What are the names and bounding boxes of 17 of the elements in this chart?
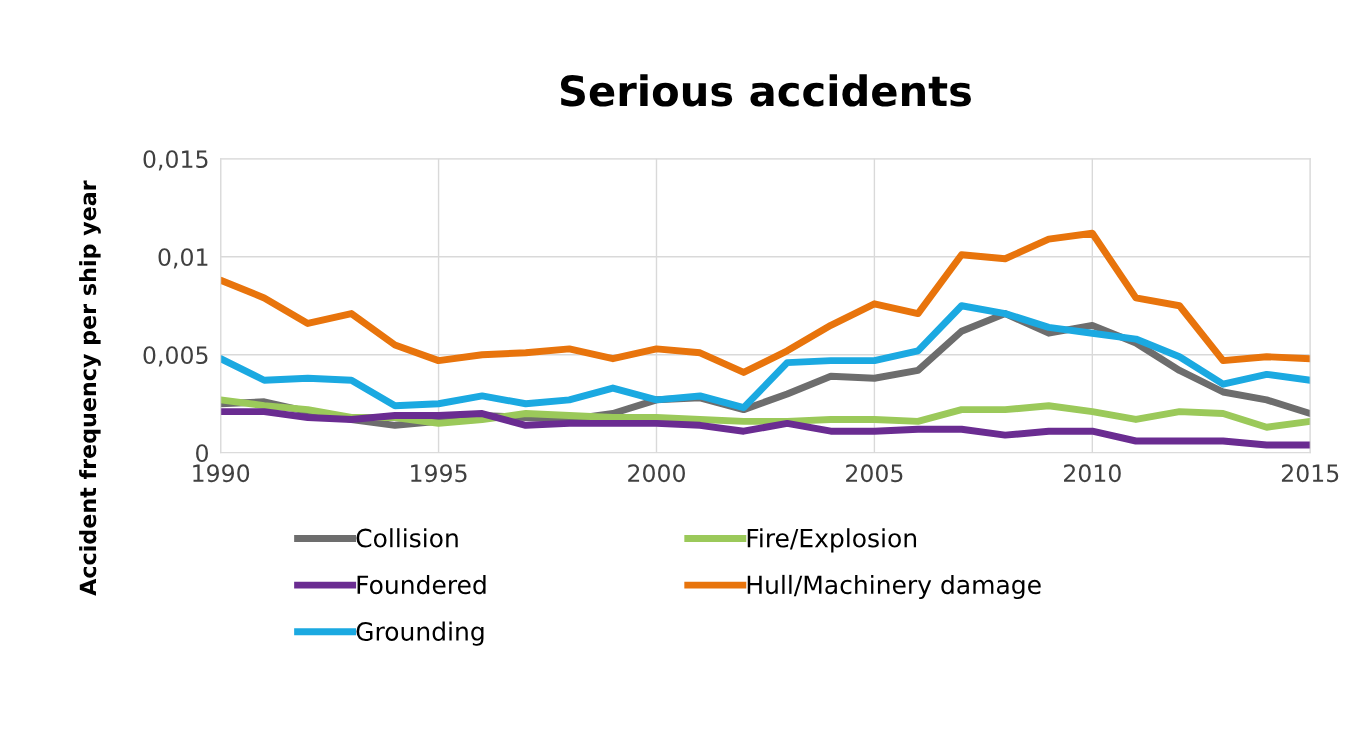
y-axis-title: Accident frequency per ship year xyxy=(79,180,101,596)
x-tick-label: 2000 xyxy=(628,464,685,483)
x-tick-label: 1995 xyxy=(411,464,467,483)
y-tick-label: 0,005 xyxy=(143,346,208,367)
x-tick-label: 2005 xyxy=(846,464,903,483)
chart-title: Serious accidents xyxy=(560,74,971,107)
legend-label: Grounding xyxy=(356,621,484,646)
legend-label: Foundered xyxy=(357,574,486,595)
x-tick-label: 2015 xyxy=(1281,464,1339,483)
legend-label: Fire/Explosion xyxy=(747,528,917,553)
x-tick-label: 2010 xyxy=(1064,464,1121,483)
y-tick-label: 0 xyxy=(196,444,208,463)
y-tick-label: 0,015 xyxy=(143,150,208,171)
legend-label: Hull/Machinery damage xyxy=(747,574,1041,600)
y-tick-label: 0,01 xyxy=(158,248,208,269)
x-tick-label: 1990 xyxy=(193,464,250,483)
legend-label: Collision xyxy=(356,528,458,548)
